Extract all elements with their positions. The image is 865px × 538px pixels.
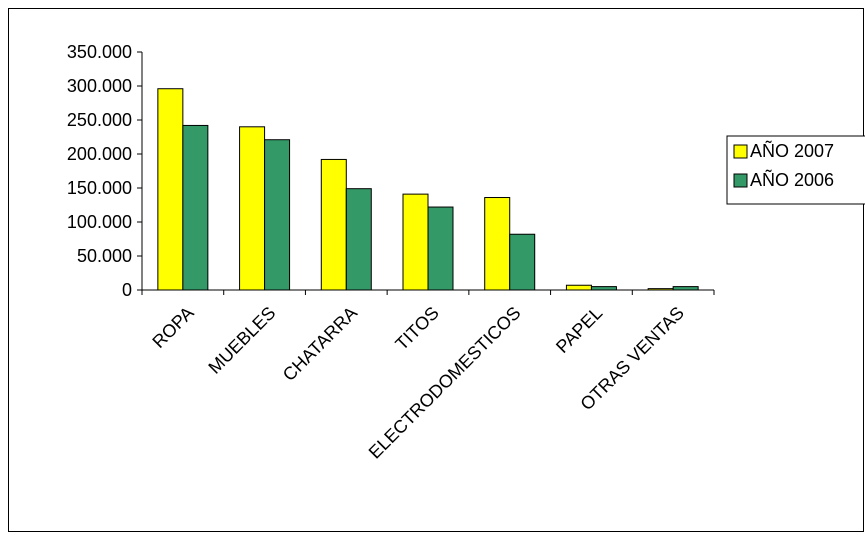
x-category-label: MUEBLES [204, 303, 279, 378]
bar-chart: 0 50.000 100.000 150.000 200.000 250.000 300.0… [67, 42, 865, 463]
axes: 0 50.000 100.000 150.000 200.000 250.000 300.0… [67, 42, 715, 300]
bar-ano-2006 [590, 286, 617, 291]
bars [157, 88, 699, 291]
bar-ano-2006 [427, 206, 454, 291]
legend-swatch [733, 173, 748, 188]
legend-swatch [733, 144, 748, 159]
legend-label: AÑO 2007 [750, 140, 834, 161]
y-tick-label: 200.000 [67, 144, 132, 164]
y-tick-label: 350.000 [67, 42, 132, 62]
x-category-label: ROPA [148, 303, 197, 352]
x-category-label: CHATARRA [279, 303, 361, 385]
x-axis-labels: ROPA MUEBLES CHATARRA TITOSELECTRODOMESTICO… [148, 303, 688, 463]
y-tick-label: 250.000 [67, 110, 132, 130]
bar-ano-2006 [182, 124, 209, 291]
bar-ano-2007 [402, 193, 429, 291]
bar-ano-2007 [484, 197, 511, 291]
bar-ano-2006 [509, 233, 536, 291]
y-tick-label: 300.000 [67, 76, 132, 96]
legend: AÑO 2007 AÑO 2006 [726, 135, 865, 205]
x-category-label: PAPEL [552, 303, 606, 357]
bar-ano-2006 [672, 286, 699, 291]
bar-ano-2007 [320, 158, 347, 291]
legend-label: AÑO 2006 [750, 169, 834, 190]
bar-ano-2007 [157, 88, 184, 291]
chart-frame: 0 50.000 100.000 150.000 200.000 250.000 300.0… [8, 8, 865, 532]
bar-ano-2006 [264, 139, 291, 291]
y-tick-label: 150.000 [67, 178, 132, 198]
bar-ano-2007 [239, 126, 266, 291]
x-category-label: ELECTRODOMESTICOS [365, 303, 525, 463]
y-tick-label: 100.000 [67, 212, 132, 232]
y-tick-label: 50.000 [77, 246, 132, 266]
y-tick-label: 0 [122, 280, 132, 300]
x-category-label: TITOS [391, 303, 442, 354]
bar-ano-2007 [647, 288, 674, 291]
bar-ano-2006 [345, 188, 372, 291]
legend-box [726, 135, 865, 205]
bar-ano-2007 [565, 284, 592, 291]
